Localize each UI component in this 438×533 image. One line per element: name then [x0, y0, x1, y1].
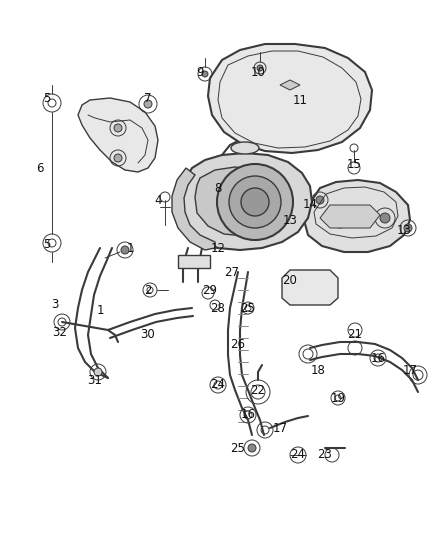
- Text: 22: 22: [251, 384, 265, 397]
- Polygon shape: [208, 44, 372, 153]
- Text: 31: 31: [88, 374, 102, 386]
- Text: 5: 5: [43, 92, 51, 104]
- Text: 20: 20: [283, 273, 297, 287]
- Text: 13: 13: [283, 214, 297, 227]
- Text: 28: 28: [211, 302, 226, 314]
- Text: 5: 5: [43, 238, 51, 252]
- Circle shape: [144, 100, 152, 108]
- Circle shape: [380, 213, 390, 223]
- Circle shape: [114, 124, 122, 132]
- Text: 7: 7: [144, 92, 152, 104]
- Text: 6: 6: [36, 161, 44, 174]
- Polygon shape: [320, 205, 380, 228]
- Polygon shape: [282, 270, 338, 305]
- Text: 14: 14: [303, 198, 318, 212]
- Polygon shape: [280, 80, 300, 90]
- Polygon shape: [172, 168, 215, 250]
- Text: 8: 8: [214, 182, 222, 195]
- Text: 12: 12: [211, 241, 226, 254]
- Text: 16: 16: [371, 351, 385, 365]
- Polygon shape: [304, 180, 410, 252]
- Circle shape: [217, 164, 293, 240]
- Circle shape: [335, 213, 345, 223]
- Circle shape: [229, 176, 281, 228]
- Text: 24: 24: [211, 378, 226, 392]
- Text: 10: 10: [251, 66, 265, 78]
- Polygon shape: [195, 167, 285, 236]
- Circle shape: [316, 196, 324, 204]
- Circle shape: [214, 236, 222, 244]
- Text: 24: 24: [290, 448, 305, 462]
- Text: 2: 2: [144, 284, 152, 296]
- Text: 23: 23: [318, 448, 332, 462]
- Text: 19: 19: [331, 392, 346, 405]
- Text: 1: 1: [96, 303, 104, 317]
- Text: 17: 17: [403, 364, 417, 376]
- Text: 25: 25: [230, 441, 245, 455]
- Polygon shape: [178, 255, 210, 268]
- Text: 18: 18: [311, 364, 325, 376]
- Circle shape: [257, 65, 263, 71]
- Text: 13: 13: [396, 223, 411, 237]
- Text: 26: 26: [230, 338, 246, 351]
- Text: 32: 32: [53, 326, 67, 338]
- Text: 3: 3: [51, 298, 59, 311]
- Polygon shape: [78, 98, 158, 172]
- Circle shape: [241, 188, 269, 216]
- Text: 1: 1: [126, 241, 134, 254]
- Text: 29: 29: [202, 284, 218, 296]
- Text: 9: 9: [196, 66, 204, 78]
- Circle shape: [202, 71, 208, 77]
- Text: 15: 15: [346, 158, 361, 172]
- Text: 11: 11: [293, 93, 307, 107]
- Circle shape: [121, 246, 129, 254]
- Text: 17: 17: [272, 422, 287, 434]
- Circle shape: [288, 216, 296, 224]
- Circle shape: [248, 444, 256, 452]
- Circle shape: [201, 257, 209, 265]
- Circle shape: [114, 154, 122, 162]
- Polygon shape: [178, 153, 312, 250]
- Ellipse shape: [231, 142, 259, 154]
- Circle shape: [179, 257, 187, 265]
- Circle shape: [94, 368, 102, 376]
- Text: 21: 21: [347, 328, 363, 342]
- Text: 27: 27: [225, 265, 240, 279]
- Circle shape: [404, 224, 412, 232]
- Text: 30: 30: [141, 328, 155, 342]
- Text: 4: 4: [154, 193, 162, 206]
- Text: 25: 25: [240, 302, 255, 314]
- Text: 16: 16: [240, 408, 255, 422]
